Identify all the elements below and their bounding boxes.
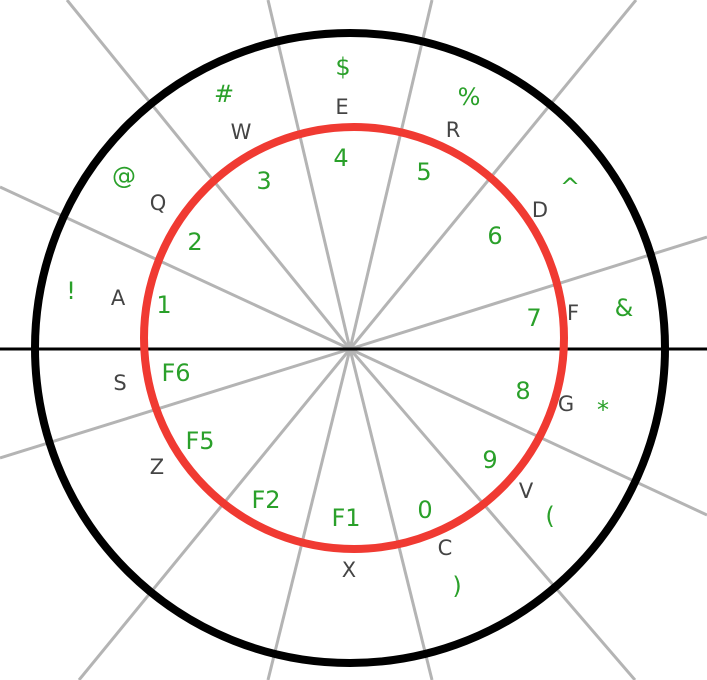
letter-label-z: Z	[150, 455, 164, 479]
letter-label-g: G	[558, 392, 574, 416]
letter-label-a: A	[111, 286, 126, 310]
number-label-f2: F2	[251, 486, 280, 514]
spoke-line	[348, 348, 434, 680]
letter-label-w: W	[231, 120, 252, 144]
outer-ring	[31, 29, 669, 667]
symbol-label-percent: %	[458, 83, 481, 111]
number-label-6: 6	[487, 222, 502, 250]
spoke-line	[0, 347, 351, 460]
number-label-f6: F6	[161, 359, 190, 387]
symbol-label-exclamation: !	[66, 277, 76, 305]
spoke-line	[348, 0, 434, 350]
number-label-1: 1	[156, 291, 171, 319]
letter-label-d: D	[532, 198, 548, 222]
letter-label-s: S	[113, 371, 126, 395]
symbol-label-caret: ^	[560, 173, 580, 201]
inner-ring	[140, 123, 568, 553]
symbol-label-dollar: $	[335, 53, 350, 81]
symbol-label-close-paren: )	[452, 572, 461, 600]
symbol-label-open-paren: (	[545, 502, 554, 530]
spoke-line	[0, 185, 351, 351]
spoke-line	[348, 0, 638, 350]
letter-label-e: E	[335, 95, 348, 119]
symbol-label-hash: #	[214, 80, 234, 108]
number-label-8: 8	[515, 377, 530, 405]
spoke-line	[65, 0, 352, 350]
symbol-label-ampersand: &	[615, 294, 634, 322]
spoke-line	[266, 348, 352, 680]
symbol-labels: $ % ^ & * ( ) ! @ #	[66, 53, 633, 600]
spoke-line	[348, 348, 637, 680]
letter-label-v: V	[519, 479, 534, 503]
number-label-9: 9	[482, 446, 497, 474]
number-label-f5: F5	[185, 427, 214, 455]
spoke-line	[266, 0, 352, 350]
letter-labels: E R D F G V C X Z S A Q W	[111, 95, 579, 582]
spoke-line	[349, 347, 707, 517]
number-labels: 4 5 6 7 8 9 0 F1 F2 F5 F6 1 2 3	[156, 144, 541, 532]
number-label-7: 7	[526, 304, 541, 332]
symbol-label-at: @	[112, 162, 136, 190]
letter-label-x: X	[342, 558, 356, 582]
number-label-4: 4	[333, 144, 348, 172]
letter-label-q: Q	[150, 191, 167, 215]
letter-label-f: F	[567, 301, 579, 325]
number-label-f1: F1	[331, 504, 360, 532]
spoke-line	[77, 348, 352, 680]
number-label-0: 0	[417, 496, 432, 524]
number-label-3: 3	[256, 167, 271, 195]
symbol-label-asterisk: *	[597, 396, 609, 424]
letter-label-c: C	[438, 536, 453, 560]
number-label-5: 5	[416, 158, 431, 186]
number-label-2: 2	[187, 228, 202, 256]
letter-label-r: R	[446, 118, 461, 142]
